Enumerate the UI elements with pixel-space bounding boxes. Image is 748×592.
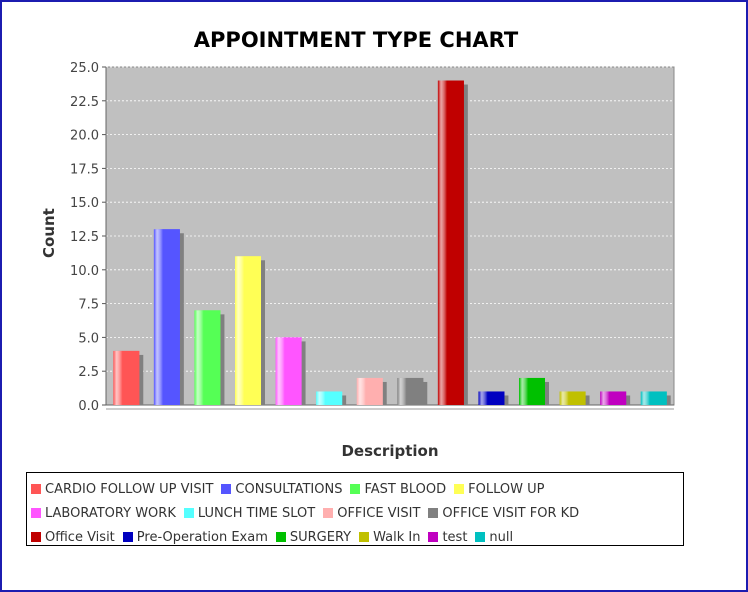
bar-highlight <box>640 391 667 405</box>
legend-item: OFFICE VISIT FOR KD <box>428 506 579 521</box>
legend-item: FAST BLOOD <box>350 482 446 497</box>
bar-highlight <box>519 377 545 405</box>
y-tick-label: 17.5 <box>70 162 99 177</box>
legend-label: LABORATORY WORK <box>45 505 176 521</box>
legend-label: OFFICE VISIT FOR KD <box>442 505 580 521</box>
x-axis-label: Description <box>341 442 439 460</box>
y-tick-label: 10.0 <box>70 264 99 279</box>
bar-highlight <box>559 391 586 405</box>
legend-label: FOLLOW UP <box>468 481 545 497</box>
bar-highlight <box>153 229 180 405</box>
bar-highlight <box>478 391 505 405</box>
legend-item: test <box>428 530 467 545</box>
legend-item: FOLLOW UP <box>454 482 544 497</box>
chart-title: APPOINTMENT TYPE CHART <box>193 28 519 52</box>
bar-highlight <box>113 350 140 405</box>
bar-highlight <box>397 377 424 405</box>
legend-row: LABORATORY WORK LUNCH TIME SLOT OFFICE VIS… <box>31 501 679 525</box>
bar-highlight <box>235 256 261 405</box>
legend-item: LABORATORY WORK <box>31 506 176 521</box>
legend-swatch <box>31 508 41 518</box>
bar-highlight <box>316 391 343 405</box>
bar-highlight <box>356 377 383 405</box>
legend-row: CARDIO FOLLOW UP VISIT CONSULTATIONS FAST … <box>31 477 679 501</box>
legend-item: OFFICE VISIT <box>323 506 420 521</box>
legend-label: Walk In <box>373 529 421 545</box>
legend-item: SURGERY <box>275 529 352 545</box>
legend-swatch <box>428 508 439 518</box>
legend-label: OFFICE VISIT <box>337 505 421 521</box>
legend-item: Pre-Operation Exam <box>122 529 268 545</box>
legend-label: FAST BLOOD <box>364 481 447 497</box>
legend-row: Office Visit Pre-Operation Exam SURGERY Wal… <box>31 525 679 549</box>
legend-swatch <box>323 508 334 518</box>
legend-swatch <box>350 484 361 494</box>
legend-swatch <box>359 532 370 542</box>
legend-label: null <box>489 529 514 545</box>
legend-label: CONSULTATIONS <box>235 481 343 497</box>
legend-swatch <box>31 532 41 542</box>
legend-label: LUNCH TIME SLOT <box>197 505 316 521</box>
bar-highlight <box>194 310 221 405</box>
y-tick-label: 25.0 <box>70 61 99 76</box>
plot-area: 0.0 2.5 5.0 7.5 10.0 12.5 15.0 17.5 20.0 22.5 25.0 <box>70 61 675 414</box>
legend-swatch <box>122 532 133 542</box>
legend-swatch <box>183 508 194 518</box>
legend-swatch <box>475 532 486 542</box>
legend: CARDIO FOLLOW UP VISIT CONSULTATIONS FAST … <box>26 472 684 546</box>
y-axis-label: Count <box>40 208 58 258</box>
y-tick-label: 22.5 <box>70 95 99 110</box>
legend-label: SURGERY <box>289 529 352 545</box>
legend-swatch <box>221 484 232 494</box>
y-tick-label: 20.0 <box>70 129 99 144</box>
legend-label: Office Visit <box>45 529 115 545</box>
legend-item: null <box>475 530 513 545</box>
y-tick-label: 12.5 <box>70 230 99 245</box>
y-tick-label: 5.0 <box>78 331 99 346</box>
legend-swatch <box>428 532 439 542</box>
legend-swatch <box>454 484 465 494</box>
legend-item: Walk In <box>359 530 420 545</box>
legend-label: test <box>442 529 468 545</box>
legend-item: LUNCH TIME SLOT <box>183 505 316 521</box>
legend-label: Pre-Operation Exam <box>136 529 268 545</box>
bar-highlight <box>600 391 627 405</box>
y-tick-label: 15.0 <box>70 196 99 211</box>
legend-swatch <box>31 484 41 494</box>
legend-item: CARDIO FOLLOW UP VISIT <box>31 482 213 497</box>
y-tick-label: 2.5 <box>78 365 99 380</box>
bar-highlight <box>437 80 464 406</box>
y-tick-label: 7.5 <box>78 298 99 313</box>
legend-swatch <box>275 532 286 542</box>
legend-item: Office Visit <box>31 530 115 545</box>
legend-label: CARDIO FOLLOW UP VISIT <box>45 481 214 497</box>
bar-highlight <box>275 337 302 405</box>
y-tick-label: 0.0 <box>78 399 99 414</box>
legend-item: CONSULTATIONS <box>221 482 342 497</box>
